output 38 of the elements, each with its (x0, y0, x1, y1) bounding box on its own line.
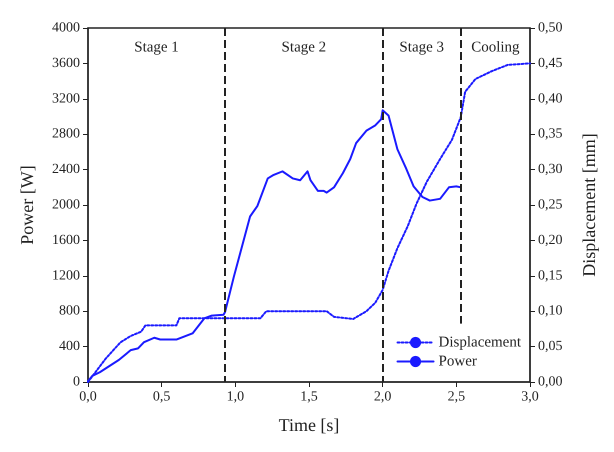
y-tick-label: 3200 (52, 91, 80, 106)
x-tick-label: 0,5 (152, 390, 170, 404)
y2-tick-label: 0,35 (538, 126, 562, 142)
x-tick-label: 1,0 (226, 390, 244, 404)
x-axis-title: Time [s] (278, 415, 340, 435)
y-tick-label: 400 (59, 339, 80, 354)
annotation: Stage 2 (282, 40, 326, 56)
annotation: Stage 3 (399, 40, 444, 56)
y-tick-label: 2000 (52, 198, 80, 212)
x-tick-label: 3,0 (521, 390, 539, 404)
y2-tick-label: 0,05 (538, 339, 562, 354)
x-tick-label: 1,5 (300, 390, 318, 404)
y2-tick-label: 0,30 (538, 162, 562, 178)
y-tick-label: 4000 (52, 20, 80, 36)
x-tick-label: 2,5 (448, 390, 466, 404)
y-axis-title: Power [W] (17, 165, 37, 245)
y-tick-label: 800 (59, 304, 80, 319)
y2-tick-label: 0,10 (538, 304, 562, 319)
y-tick-label: 3600 (52, 56, 80, 71)
y-tick-label: 1600 (52, 232, 80, 248)
y2-tick-label: 0,15 (538, 268, 562, 284)
y2-tick-label: 0,45 (538, 56, 562, 71)
legend-label: Displacement (438, 334, 522, 350)
annotation: Cooling (471, 40, 520, 56)
y2-axis-title: Displacement [mm] (579, 133, 599, 277)
y-tick-label: 2400 (52, 162, 80, 178)
y-tick-label: 1200 (52, 268, 80, 284)
y-tick-label: 0 (73, 374, 80, 390)
y2-tick-label: 0,25 (538, 198, 562, 212)
y2-tick-label: 0,00 (538, 374, 562, 390)
annotation: Stage 1 (134, 40, 179, 56)
legend-label: Power (438, 354, 477, 370)
y2-tick-label: 0,40 (538, 91, 562, 106)
y2-tick-label: 0,50 (538, 20, 562, 36)
x-tick-label: 0,0 (79, 390, 97, 404)
y2-tick-label: 0,20 (538, 232, 562, 248)
y-tick-label: 2800 (52, 126, 80, 142)
x-tick-label: 2,0 (374, 390, 392, 404)
